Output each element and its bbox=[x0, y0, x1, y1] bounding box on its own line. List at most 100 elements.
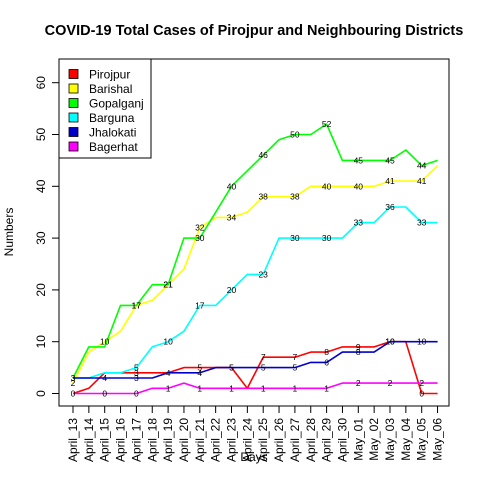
data-label-pirojpur: 5 bbox=[197, 363, 202, 373]
data-label-barishal: 21 bbox=[163, 280, 173, 290]
y-axis: 0 10 20 30 40 50 60 bbox=[34, 76, 60, 397]
data-label-barishal: 32 bbox=[195, 223, 205, 233]
legend-swatch-barguna bbox=[68, 112, 79, 123]
y-tick-label: 30 bbox=[34, 231, 48, 245]
y-tick-label: 40 bbox=[34, 179, 48, 193]
data-label-jhalokati: 3 bbox=[134, 373, 139, 383]
x-tick-label: April_15 bbox=[98, 418, 112, 462]
x-tick-label: April_21 bbox=[193, 418, 207, 462]
series-line-barguna bbox=[73, 206, 438, 379]
y-tick-label: 20 bbox=[34, 283, 48, 297]
data-label-gopalganj: 45 bbox=[354, 155, 364, 165]
x-tick-label: April_18 bbox=[145, 418, 159, 462]
data-label-jhalokati: 10 bbox=[385, 337, 395, 347]
data-label-pirojpur: 3 bbox=[134, 368, 139, 378]
data-label-gopalganj: 46 bbox=[258, 150, 268, 160]
data-label-bagerhat: 0 bbox=[102, 389, 107, 399]
data-label-barguna: 30 bbox=[322, 233, 332, 243]
data-label-jhalokati: 10 bbox=[417, 337, 427, 347]
legend-label-gopalganj: Gopalganj bbox=[89, 97, 144, 111]
x-tick-label: April_30 bbox=[335, 418, 349, 462]
data-label-barguna: 5 bbox=[134, 363, 139, 373]
x-tick-label: May_04 bbox=[399, 418, 413, 461]
data-label-pirojpur: 8 bbox=[324, 347, 329, 357]
data-label-gopalganj: 40 bbox=[227, 181, 237, 191]
legend-label-jhalokati: Jhalokati bbox=[89, 126, 136, 140]
y-tick-label: 50 bbox=[34, 128, 48, 142]
x-tick-label: April_17 bbox=[129, 418, 143, 462]
y-tick-label: 0 bbox=[34, 390, 48, 397]
data-label-barishal: 10 bbox=[100, 337, 110, 347]
x-tick-label: April_19 bbox=[161, 418, 175, 462]
data-label-jhalokati: 4 bbox=[166, 368, 171, 378]
x-tick-label: May_02 bbox=[367, 418, 381, 461]
data-label-barishal: 41 bbox=[417, 176, 427, 186]
data-label-gopalganj: 21 bbox=[163, 280, 173, 290]
data-label-barguna: 33 bbox=[354, 218, 364, 228]
x-tick-label: April_24 bbox=[240, 418, 254, 462]
x-tick-label: April_14 bbox=[82, 418, 96, 462]
data-label-barguna: 36 bbox=[385, 202, 395, 212]
x-tick-label: April_25 bbox=[256, 418, 270, 462]
x-tick-label: April_29 bbox=[320, 418, 334, 462]
data-label-pirojpur: 7 bbox=[261, 352, 266, 362]
data-label-jhalokati: 8 bbox=[356, 347, 361, 357]
x-tick-label: May_01 bbox=[351, 418, 365, 461]
legend-label-barguna: Barguna bbox=[89, 111, 135, 125]
data-label-gopalganj: 50 bbox=[290, 130, 300, 140]
legend-swatch-pirojpur bbox=[68, 69, 79, 79]
data-label-barguna: 33 bbox=[417, 218, 427, 228]
x-tick-label: May_03 bbox=[383, 418, 397, 461]
data-label-bagerhat: 1 bbox=[324, 383, 329, 393]
data-label-bagerhat: 2 bbox=[419, 378, 424, 388]
x-axis-label: Days bbox=[240, 450, 267, 464]
series-line-gopalganj bbox=[72, 123, 438, 379]
data-label-barishal: 40 bbox=[322, 181, 332, 191]
data-label-pirojpur: 0 bbox=[419, 389, 424, 399]
x-tick-label: April_28 bbox=[304, 418, 318, 462]
data-label-barishal: 34 bbox=[227, 212, 237, 222]
data-label-bagerhat: 0 bbox=[134, 389, 139, 399]
data-label-bagerhat: 2 bbox=[388, 378, 393, 388]
legend-label-pirojpur: Pirojpur bbox=[89, 68, 130, 82]
data-label-pirojpur: 5 bbox=[229, 363, 234, 373]
data-label-barguna: 30 bbox=[290, 233, 300, 243]
data-label-jhalokati: 5 bbox=[261, 363, 266, 373]
x-tick-label: April_16 bbox=[114, 418, 128, 462]
data-label-barguna: 23 bbox=[258, 269, 268, 279]
legend: PirojpurBarishalGopalganjBargunaJhalokat… bbox=[58, 58, 152, 159]
data-label-bagerhat: 1 bbox=[197, 383, 202, 393]
data-label-pirojpur: 7 bbox=[293, 352, 298, 362]
x-tick-label: May_06 bbox=[431, 418, 445, 461]
legend-swatch-barishal bbox=[68, 83, 79, 94]
data-label-jhalokati: 4 bbox=[197, 368, 202, 378]
data-label-pirojpur: 0 bbox=[71, 389, 76, 399]
data-label-barguna: 17 bbox=[195, 300, 205, 310]
legend-swatch-jhalokati bbox=[68, 127, 79, 137]
x-tick-label: April_20 bbox=[177, 418, 191, 462]
data-label-bagerhat: 1 bbox=[166, 383, 171, 393]
series-line-bagerhat bbox=[73, 382, 438, 395]
data-label-barishal: 38 bbox=[258, 192, 268, 202]
data-label-barishal: 17 bbox=[132, 300, 142, 310]
data-label-bagerhat: 1 bbox=[293, 383, 298, 393]
data-label-jhalokati: 4 bbox=[102, 373, 107, 383]
x-tick-label: April_27 bbox=[288, 418, 302, 462]
data-label-gopalganj: 45 bbox=[385, 155, 395, 165]
x-axis: April_13 April_14 April_15 April_16 April_17… bbox=[66, 405, 445, 462]
data-label-barguna: 10 bbox=[163, 337, 173, 347]
data-label-gopalganj: 17 bbox=[132, 300, 142, 310]
x-tick-label: April_26 bbox=[272, 418, 286, 462]
x-tick-label: April_13 bbox=[66, 418, 80, 462]
x-tick-label: May_05 bbox=[415, 418, 429, 461]
series-line-jhalokati bbox=[73, 340, 438, 379]
data-label-jhalokati: 5 bbox=[229, 363, 234, 373]
chart-title: COVID-19 Total Cases of Pirojpur and Nei… bbox=[45, 23, 464, 39]
y-tick-label: 60 bbox=[34, 76, 48, 90]
data-label-pirojpur: 10 bbox=[385, 337, 395, 347]
data-label-bagerhat: 2 bbox=[356, 378, 361, 388]
data-label-bagerhat: 1 bbox=[261, 383, 266, 393]
data-label-jhalokati: 5 bbox=[293, 363, 298, 373]
